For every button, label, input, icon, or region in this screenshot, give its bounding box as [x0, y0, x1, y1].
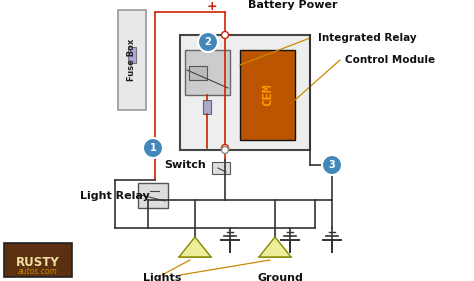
Circle shape — [221, 31, 228, 38]
Text: Ground: Ground — [257, 273, 303, 281]
Circle shape — [221, 146, 228, 153]
Text: Battery Power: Battery Power — [248, 0, 337, 10]
Bar — [128, 47, 136, 63]
Text: Fuse Box: Fuse Box — [128, 39, 137, 81]
FancyBboxPatch shape — [4, 243, 72, 277]
Text: Switch: Switch — [164, 160, 206, 170]
Bar — [203, 100, 211, 114]
Circle shape — [221, 144, 228, 151]
Bar — [138, 183, 168, 208]
Text: +: + — [207, 1, 217, 13]
Polygon shape — [179, 237, 211, 257]
Bar — [185, 50, 230, 95]
Bar — [189, 66, 207, 80]
Text: Light Relay: Light Relay — [80, 191, 150, 201]
Text: Control Module: Control Module — [345, 55, 435, 65]
Circle shape — [322, 155, 342, 175]
Text: 1: 1 — [150, 143, 156, 153]
Text: 2: 2 — [205, 37, 211, 47]
Bar — [180, 35, 310, 150]
Text: autos.com: autos.com — [18, 268, 58, 277]
Circle shape — [198, 32, 218, 52]
Text: Integrated Relay: Integrated Relay — [318, 33, 417, 43]
Text: RUSTY: RUSTY — [16, 255, 60, 269]
Circle shape — [153, 146, 157, 151]
Circle shape — [143, 138, 163, 158]
Polygon shape — [259, 237, 291, 257]
Bar — [212, 162, 230, 174]
Text: 3: 3 — [328, 160, 336, 170]
Text: Lights: Lights — [143, 273, 181, 281]
Bar — [240, 50, 295, 140]
Bar — [118, 10, 146, 110]
Text: CEM: CEM — [261, 84, 274, 106]
